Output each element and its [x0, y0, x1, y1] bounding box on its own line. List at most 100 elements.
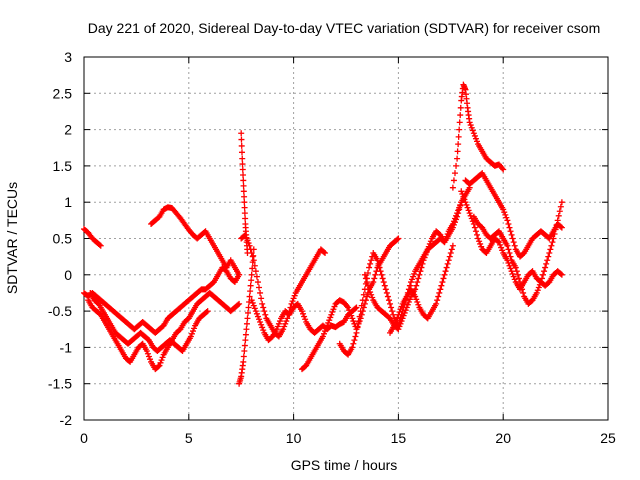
data-point-trace [368, 291, 375, 298]
data-point-trace [365, 269, 372, 276]
data-point [239, 155, 246, 162]
data-point [454, 155, 461, 162]
data-point [143, 348, 150, 355]
data-point-trace [369, 294, 376, 301]
x-tick-label: 5 [185, 430, 193, 446]
data-point [516, 279, 523, 286]
data-point-trace [471, 132, 478, 139]
data-point-trace [474, 231, 480, 238]
data-point-trace [352, 305, 359, 312]
data-point-trace [451, 215, 458, 222]
data-point [353, 304, 360, 311]
data-point-trace [327, 314, 334, 321]
data-point-trace [238, 142, 245, 149]
data-point-trace [520, 289, 527, 296]
data-point [246, 242, 253, 249]
data-point-trace [535, 284, 542, 291]
data-point-trace [503, 214, 510, 221]
data-point [288, 300, 295, 307]
data-point [420, 257, 427, 264]
data-point-trace [406, 282, 413, 289]
data-point-trace [446, 253, 453, 260]
data-point-trace [191, 325, 198, 332]
data-point-trace [434, 297, 441, 304]
data-point-trace [275, 320, 282, 327]
data-point [97, 242, 104, 249]
chart-title: Day 221 of 2020, Sidereal Day-to-day VTE… [88, 20, 601, 36]
data-point-trace [477, 240, 484, 247]
data-point-trace [436, 289, 443, 296]
data-point-trace [497, 241, 504, 248]
data-point-trace [506, 224, 513, 231]
data-point-trace [509, 270, 516, 277]
data-point-trace [549, 239, 556, 246]
data-point-trace [251, 262, 258, 269]
data-point-trace [505, 260, 512, 267]
data-point-trace [472, 135, 479, 142]
data-point-trace [427, 238, 434, 245]
data-point [387, 300, 394, 307]
data-point [187, 333, 194, 340]
data-point-trace [467, 212, 474, 219]
data-point [558, 271, 565, 278]
data-point-trace [471, 224, 478, 231]
data-point-trace [469, 127, 476, 134]
data-point-trace [402, 307, 409, 314]
data-point-trace [396, 323, 403, 330]
data-point-trace [158, 357, 165, 364]
data-point-trace [244, 237, 251, 244]
data-point-trace [476, 238, 483, 245]
data-point [558, 199, 565, 206]
data-point-trace [240, 182, 247, 189]
data-point [391, 322, 398, 329]
data-point-trace [507, 228, 514, 235]
data-point-trace [256, 284, 263, 291]
data-point-trace [367, 289, 374, 296]
data-point [449, 220, 456, 227]
data-point-trace [440, 275, 447, 282]
y-tick-label: -1.5 [48, 376, 72, 392]
data-point [412, 293, 419, 300]
data-point-trace [329, 309, 336, 316]
data-point-trace [541, 268, 548, 275]
data-point-trace [468, 124, 475, 131]
data-point-trace [147, 356, 154, 363]
data-point-trace [346, 307, 353, 314]
data-point-trace [415, 275, 422, 282]
data-point-trace [363, 293, 370, 300]
data-point-trace [397, 320, 404, 327]
data-point-trace [513, 268, 520, 275]
data-point-trace [376, 264, 383, 271]
data-point-trace [511, 242, 518, 249]
data-point-trace [421, 254, 428, 261]
data-point-trace [519, 286, 526, 293]
data-point-trace [426, 240, 433, 247]
data-point-trace [438, 282, 445, 289]
data-point-trace [157, 359, 164, 366]
y-axis-title: SDTVAR / TECUs [4, 182, 20, 294]
data-point [546, 250, 553, 257]
data-point [496, 239, 503, 246]
data-point [361, 300, 368, 307]
data-point-trace [257, 289, 264, 296]
data-point-trace [455, 133, 462, 140]
data-point-trace [372, 271, 379, 278]
data-point [242, 337, 249, 344]
data-point-trace [444, 230, 451, 237]
data-point-trace [320, 249, 327, 256]
data-point-trace [505, 246, 512, 253]
data-point [441, 239, 448, 246]
data-point-trace [253, 310, 260, 317]
data-point-trace [464, 204, 471, 211]
data-point-trace [260, 304, 267, 311]
data-point-trace [282, 320, 289, 327]
data-point [240, 177, 247, 184]
data-point [441, 271, 448, 278]
data-point-trace [240, 188, 247, 195]
data-point-trace [301, 313, 308, 320]
data-point-trace [276, 318, 283, 325]
data-point [280, 326, 287, 333]
data-point [558, 224, 565, 231]
data-point [382, 286, 389, 293]
data-point-trace [442, 236, 449, 243]
